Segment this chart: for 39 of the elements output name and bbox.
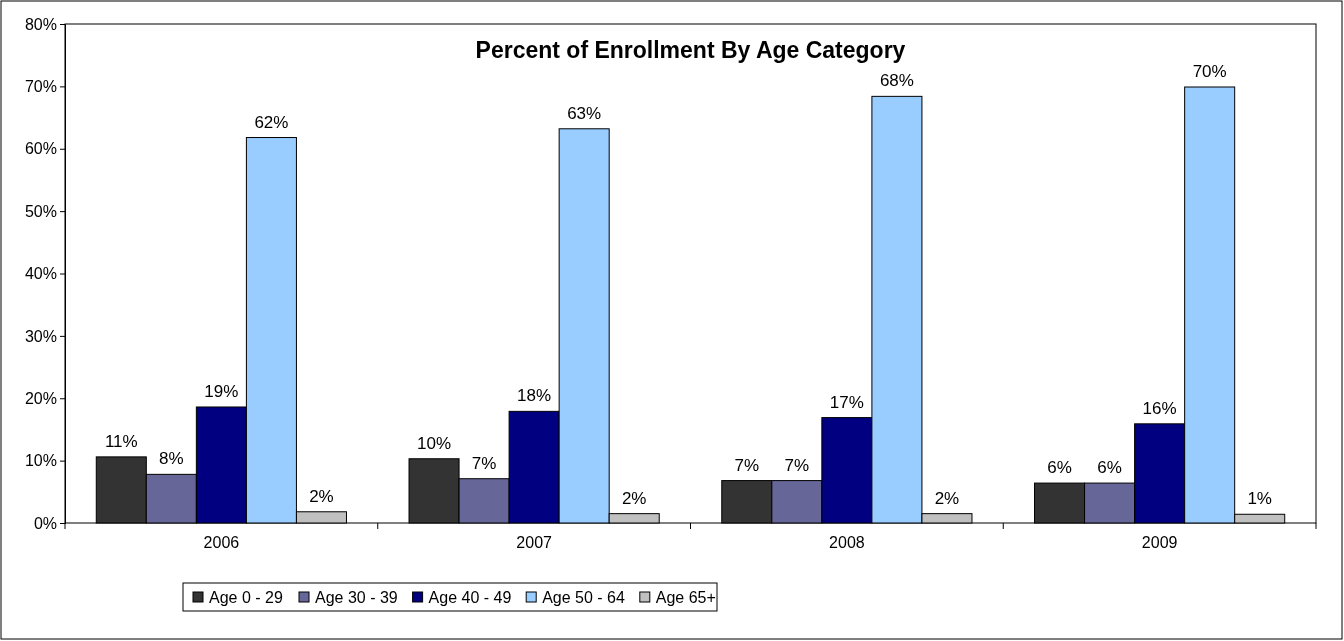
x-tick-label: 2006: [203, 534, 240, 552]
legend-label: Age 0 - 29: [209, 589, 283, 606]
y-tick-label: 30%: [24, 327, 57, 345]
legend-label: Age 50 - 64: [542, 589, 626, 606]
y-tick-label: 40%: [24, 265, 57, 283]
data-label: 62%: [254, 112, 289, 132]
data-label: 2%: [309, 486, 334, 506]
data-label: 68%: [879, 71, 914, 91]
data-label: 63%: [567, 103, 602, 123]
data-label: 2%: [621, 488, 647, 508]
y-tick-label: 10%: [24, 452, 57, 470]
data-label: 6%: [1047, 458, 1072, 478]
text: Percent of Enrollment By Age Category: [475, 37, 906, 63]
y-tick-label: 70%: [24, 78, 57, 95]
legend-label: Age 30 - 39: [315, 589, 398, 606]
data-label: 70%: [1192, 62, 1227, 81]
data-label: 6%: [1097, 458, 1122, 478]
data-label: 2%: [934, 488, 960, 508]
data-label: 7%: [734, 455, 760, 475]
x-tick-label: 2008: [829, 534, 865, 552]
legend-label: Age 65+: [655, 589, 716, 606]
data-label: 7%: [784, 455, 810, 475]
y-tick-label: 60%: [24, 140, 57, 158]
y-tick-label: 20%: [24, 389, 57, 407]
data-label: 18%: [517, 386, 552, 406]
x-tick-label: 2007: [516, 534, 553, 552]
y-tick-label: 0%: [33, 514, 57, 532]
data-label: 7%: [471, 453, 497, 473]
x-tick-label: 2009: [1141, 534, 1178, 552]
data-label: 17%: [829, 392, 864, 412]
data-label: 1%: [1247, 489, 1272, 509]
data-label: 11%: [104, 431, 138, 451]
data-label: 8%: [159, 449, 184, 469]
data-label: 16%: [1142, 398, 1177, 418]
y-tick-label: 50%: [24, 202, 57, 220]
y-tick-label: 80%: [24, 15, 57, 33]
data-label: 10%: [417, 433, 452, 453]
data-label: 19%: [204, 381, 239, 401]
legend-label: Age 40 - 49: [428, 589, 512, 606]
